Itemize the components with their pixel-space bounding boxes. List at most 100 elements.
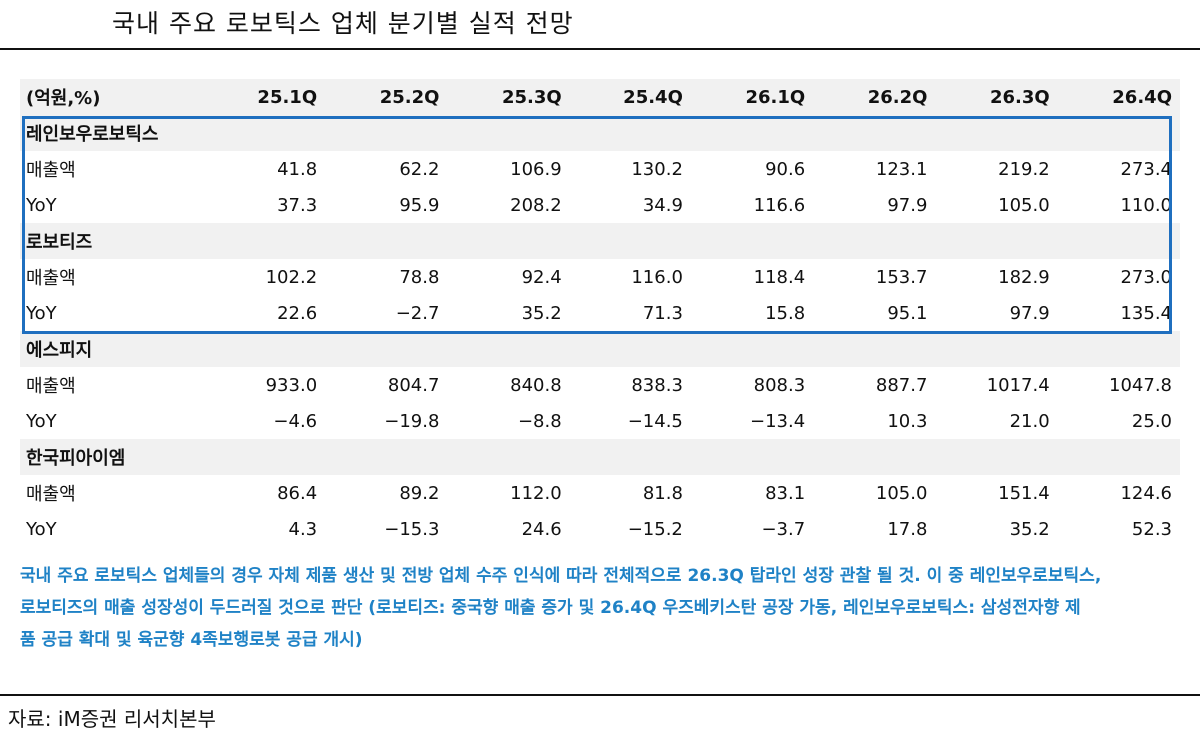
value-cell: 102.2 bbox=[265, 266, 318, 288]
row-label: YoY bbox=[26, 518, 57, 540]
table-row: 매출액 102.2 78.8 92.4 116.0 118.4 153.7 182.9 273.… bbox=[20, 259, 1180, 295]
value-cell: 86.4 bbox=[277, 482, 318, 504]
value-cell: 1047.8 bbox=[1109, 374, 1172, 396]
quarter-header: 26.1Q bbox=[690, 79, 814, 115]
value-cell: 106.9 bbox=[510, 158, 562, 180]
value-cell: 35.2 bbox=[521, 302, 562, 324]
top-divider bbox=[0, 48, 1200, 50]
value-cell: 219.2 bbox=[998, 158, 1050, 180]
value-cell: 52.3 bbox=[1131, 518, 1172, 540]
value-cell: 808.3 bbox=[753, 374, 806, 396]
value-cell: 887.7 bbox=[875, 374, 928, 396]
company-name: 에스피지 bbox=[20, 331, 1180, 367]
value-cell: −19.8 bbox=[384, 410, 440, 432]
value-cell: 15.8 bbox=[765, 302, 806, 324]
value-cell: 182.9 bbox=[998, 266, 1050, 288]
row-label: 매출액 bbox=[26, 268, 76, 289]
value-cell: 21.0 bbox=[1009, 410, 1050, 432]
value-cell: 105.0 bbox=[998, 194, 1050, 216]
quarter-header: 25.1Q bbox=[203, 79, 326, 115]
value-cell: 89.2 bbox=[399, 482, 440, 504]
analysis-note: 국내 주요 로보틱스 업체들의 경우 자체 제품 생산 및 전방 업체 수주 인… bbox=[20, 560, 1180, 656]
value-cell: −3.7 bbox=[761, 518, 806, 540]
value-cell: −14.5 bbox=[627, 410, 683, 432]
table-row: YoY 22.6 −2.7 35.2 71.3 15.8 95.1 97.9 135.4 bbox=[20, 295, 1180, 331]
company-row: 레인보우로보틱스 bbox=[20, 115, 1180, 151]
value-cell: 118.4 bbox=[753, 266, 806, 288]
quarter-header: 26.3Q bbox=[935, 79, 1058, 115]
value-cell: 273.0 bbox=[1120, 266, 1172, 288]
value-cell: 92.4 bbox=[521, 266, 562, 288]
value-cell: −13.4 bbox=[749, 410, 806, 432]
company-row: 한국피아이엠 bbox=[20, 439, 1180, 475]
value-cell: 116.6 bbox=[753, 194, 806, 216]
row-label: 매출액 bbox=[26, 484, 76, 505]
value-cell: −4.6 bbox=[273, 410, 318, 432]
table-row: 매출액 41.8 62.2 106.9 130.2 90.6 123.1 219.2 273.4 bbox=[20, 151, 1180, 187]
value-cell: 4.3 bbox=[288, 518, 318, 540]
value-cell: 1017.4 bbox=[986, 374, 1050, 396]
value-cell: 804.7 bbox=[387, 374, 440, 396]
forecast-table: (억원,%) 25.1Q 25.2Q 25.3Q 25.4Q 26.1Q 26.… bbox=[20, 79, 1180, 547]
table-row: 매출액 933.0 804.7 840.8 838.3 808.3 887.7 1017.4 1… bbox=[20, 367, 1180, 403]
page-title: 국내 주요 로보틱스 업체 분기별 실적 전망 bbox=[112, 9, 574, 38]
value-cell: 25.0 bbox=[1131, 410, 1172, 432]
value-cell: 95.1 bbox=[887, 302, 928, 324]
value-cell: 34.9 bbox=[642, 194, 683, 216]
table-row: YoY 37.3 95.9 208.2 34.9 116.6 97.9 105.0 110.0 bbox=[20, 187, 1180, 223]
value-cell: 840.8 bbox=[510, 374, 562, 396]
value-cell: 62.2 bbox=[399, 158, 440, 180]
value-cell: 135.4 bbox=[1120, 302, 1172, 324]
value-cell: 112.0 bbox=[510, 482, 562, 504]
row-label: 매출액 bbox=[26, 376, 76, 397]
value-cell: 71.3 bbox=[642, 302, 683, 324]
table-row: 매출액 86.4 89.2 112.0 81.8 83.1 105.0 151.4 124.6 bbox=[20, 475, 1180, 511]
value-cell: −2.7 bbox=[395, 302, 440, 324]
value-cell: 273.4 bbox=[1120, 158, 1172, 180]
value-cell: 81.8 bbox=[642, 482, 683, 504]
source-caption: 자료: iM증권 리서치본부 bbox=[8, 707, 216, 731]
company-name: 레인보우로보틱스 bbox=[20, 115, 1180, 151]
value-cell: 105.0 bbox=[875, 482, 928, 504]
note-line: 로보티즈의 매출 성장성이 두드러질 것으로 판단 (로보티즈: 중국향 매출 … bbox=[20, 598, 1081, 618]
value-cell: −8.8 bbox=[517, 410, 562, 432]
value-cell: 95.9 bbox=[399, 194, 440, 216]
value-cell: 208.2 bbox=[510, 194, 562, 216]
value-cell: 123.1 bbox=[875, 158, 928, 180]
table-row: YoY 4.3 −15.3 24.6 −15.2 −3.7 17.8 35.2 52.3 bbox=[20, 511, 1180, 547]
value-cell: 24.6 bbox=[521, 518, 562, 540]
value-cell: 151.4 bbox=[998, 482, 1050, 504]
quarter-header: 25.3Q bbox=[447, 79, 570, 115]
value-cell: 41.8 bbox=[277, 158, 318, 180]
row-label: YoY bbox=[26, 302, 57, 324]
value-cell: 116.0 bbox=[631, 266, 683, 288]
value-cell: 10.3 bbox=[887, 410, 928, 432]
company-name: 로보티즈 bbox=[20, 223, 1180, 259]
bottom-divider bbox=[0, 694, 1200, 696]
quarter-header: 26.2Q bbox=[813, 79, 936, 115]
row-label: YoY bbox=[26, 194, 57, 216]
unit-header: (억원,%) bbox=[20, 79, 204, 115]
value-cell: 78.8 bbox=[399, 266, 440, 288]
value-cell: 83.1 bbox=[765, 482, 806, 504]
company-name: 한국피아이엠 bbox=[20, 439, 1180, 475]
quarter-header: 26.4Q bbox=[1057, 79, 1180, 115]
value-cell: 35.2 bbox=[1009, 518, 1050, 540]
value-cell: −15.3 bbox=[384, 518, 440, 540]
note-line: 품 공급 확대 및 육군향 4족보행로봇 공급 개시) bbox=[20, 630, 363, 650]
value-cell: 37.3 bbox=[277, 194, 318, 216]
value-cell: 933.0 bbox=[265, 374, 318, 396]
header-row: (억원,%) 25.1Q 25.2Q 25.3Q 25.4Q 26.1Q 26.… bbox=[20, 79, 1180, 115]
value-cell: −15.2 bbox=[627, 518, 683, 540]
row-label: 매출액 bbox=[26, 160, 76, 181]
company-row: 에스피지 bbox=[20, 331, 1180, 367]
company-row: 로보티즈 bbox=[20, 223, 1180, 259]
value-cell: 110.0 bbox=[1120, 194, 1172, 216]
table-row: YoY −4.6 −19.8 −8.8 −14.5 −13.4 10.3 21.0 25.0 bbox=[20, 403, 1180, 439]
value-cell: 90.6 bbox=[765, 158, 806, 180]
quarter-header: 25.4Q bbox=[569, 79, 691, 115]
row-label: YoY bbox=[26, 410, 57, 432]
value-cell: 153.7 bbox=[875, 266, 928, 288]
value-cell: 22.6 bbox=[277, 302, 318, 324]
value-cell: 97.9 bbox=[1009, 302, 1050, 324]
